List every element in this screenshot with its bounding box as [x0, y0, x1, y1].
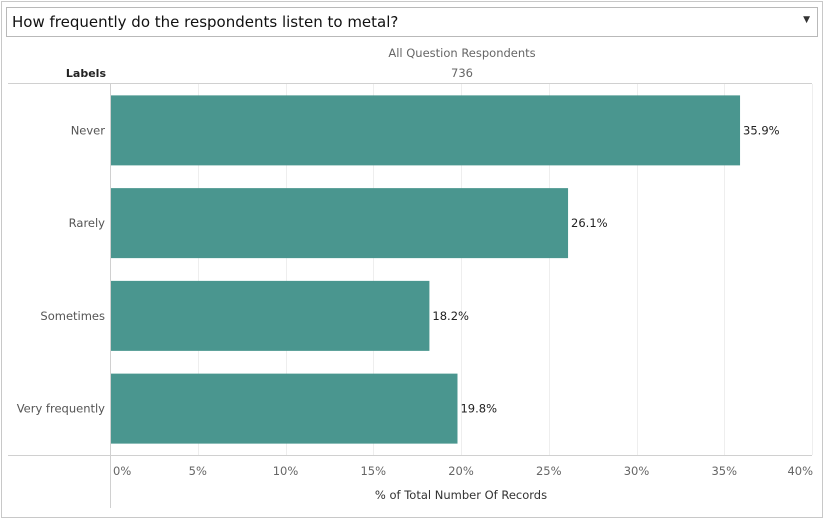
data-label: 26.1%: [571, 216, 608, 230]
category-label: Rarely: [69, 216, 106, 230]
x-tick-label: 30%: [624, 464, 650, 478]
x-tick-label: 5%: [189, 464, 207, 478]
x-tick-label: 40%: [787, 464, 813, 478]
x-axis-title: % of Total Number Of Records: [375, 488, 547, 502]
category-label: Very frequently: [17, 402, 105, 416]
x-tick-label: 20%: [448, 464, 474, 478]
data-label: 18.2%: [432, 309, 469, 323]
category-label: Sometimes: [40, 309, 105, 323]
category-label: Never: [71, 123, 106, 137]
data-label: 35.9%: [743, 123, 780, 137]
x-tick-label: 15%: [360, 464, 386, 478]
question-dropdown[interactable]: How frequently do the respondents listen…: [6, 7, 818, 37]
x-tick-label: 35%: [711, 464, 737, 478]
bar[interactable]: [111, 280, 430, 351]
x-tick-label: 10%: [273, 464, 299, 478]
x-tick-label: 0%: [113, 464, 131, 478]
x-tick-label: 25%: [536, 464, 562, 478]
dropdown-label: How frequently do the respondents listen…: [12, 13, 399, 31]
row-header-label: Labels: [65, 67, 106, 80]
column-header-title: All Question Respondents: [388, 46, 536, 60]
bar[interactable]: [111, 188, 569, 259]
bar[interactable]: [111, 373, 458, 444]
data-label: 19.8%: [460, 402, 497, 416]
bar[interactable]: [111, 95, 741, 166]
column-header-count: 736: [451, 66, 473, 80]
chevron-down-icon[interactable]: ▼: [803, 15, 810, 25]
